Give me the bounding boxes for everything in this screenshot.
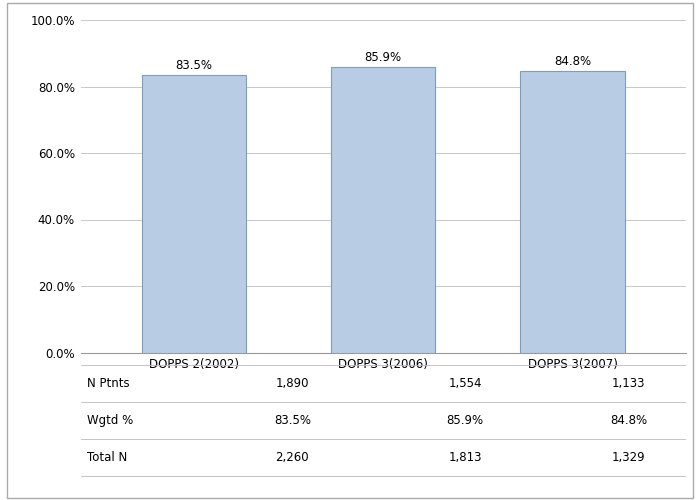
- Bar: [331, 67, 435, 352]
- Text: 1,554: 1,554: [448, 377, 482, 390]
- Text: Wgtd %: Wgtd %: [87, 414, 133, 427]
- Text: 83.5%: 83.5%: [176, 59, 213, 72]
- Text: 1,329: 1,329: [612, 452, 645, 464]
- Text: 1,813: 1,813: [448, 452, 482, 464]
- Bar: [520, 70, 624, 352]
- Text: 1,890: 1,890: [276, 377, 309, 390]
- Text: 83.5%: 83.5%: [274, 414, 311, 427]
- Text: 85.9%: 85.9%: [447, 414, 484, 427]
- Text: Total N: Total N: [87, 452, 127, 464]
- Text: N Ptnts: N Ptnts: [87, 377, 130, 390]
- Text: 84.8%: 84.8%: [554, 55, 591, 68]
- Text: 1,133: 1,133: [612, 377, 645, 390]
- Bar: [142, 75, 246, 352]
- Text: 84.8%: 84.8%: [610, 414, 647, 427]
- Text: 85.9%: 85.9%: [365, 51, 402, 64]
- Text: 2,260: 2,260: [276, 452, 309, 464]
